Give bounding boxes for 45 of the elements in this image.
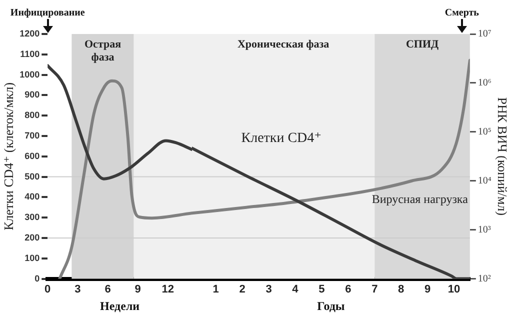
y2-tick-label: 10⁷ <box>478 28 492 40</box>
x-tick-label: 1 <box>212 283 219 296</box>
y-tick-label: 600 <box>24 150 40 161</box>
y2-tick-label: 10² <box>478 273 491 284</box>
y-tick-label: 500 <box>24 171 40 182</box>
y-tick-label: 1000 <box>20 69 40 80</box>
series-label: Вирусная нагрузка <box>372 192 469 206</box>
x-tick-label: 8 <box>398 283 404 296</box>
x-tick-label: 4 <box>292 283 300 296</box>
y-tick-label: 1200 <box>20 28 40 38</box>
y2-tick-label: 10³ <box>478 224 491 236</box>
x-tick-label: 7 <box>372 283 378 296</box>
text: Смерть <box>444 8 480 19</box>
text: Годы <box>317 298 346 313</box>
x-tick-label: 9 <box>424 283 431 296</box>
x-tick-label: 0 <box>44 283 51 296</box>
text: Инфицирование <box>10 8 86 19</box>
y-tick-label: 400 <box>24 192 40 202</box>
y-axis-title: Клетки CD4⁺ (клеток/мкл) <box>1 82 16 230</box>
x-tick-label: 6 <box>345 283 352 296</box>
text: Недели <box>100 298 140 313</box>
y-tick-label: 700 <box>24 130 40 140</box>
series-label: Клетки CD4⁺ <box>241 130 322 146</box>
y-tick-label: 800 <box>24 110 40 120</box>
y-tick-label: 200 <box>24 232 40 242</box>
y2-tick-label: 10⁴ <box>478 176 492 187</box>
y-tick-label: 0 <box>34 273 40 284</box>
x-tick-label: 3 <box>74 283 81 296</box>
x-tick-label: 10 <box>448 283 460 296</box>
y-tick-label: 100 <box>24 252 40 263</box>
band-label: СПИД <box>406 38 440 50</box>
x-tick-label: 3 <box>266 283 272 296</box>
y-tick-label: 300 <box>24 212 40 222</box>
y2-axis-title: РНК ВИЧ (копий/мл) <box>494 97 510 216</box>
x-tick-label: 2 <box>239 283 246 296</box>
x-tick-label: 12 <box>162 283 174 296</box>
x-tick-label: 5 <box>318 283 325 296</box>
y2-tick-label: 10⁵ <box>478 126 492 138</box>
band-label: Хроническая фаза <box>237 38 330 50</box>
x-tick-label: 6 <box>104 283 111 296</box>
x-tick-label: 9 <box>134 283 141 296</box>
y-tick-label: 1100 <box>20 48 40 59</box>
band-label: Острая фаза <box>84 38 122 64</box>
y-tick-label: 900 <box>24 90 40 100</box>
y2-tick-label: 10⁶ <box>478 78 492 89</box>
